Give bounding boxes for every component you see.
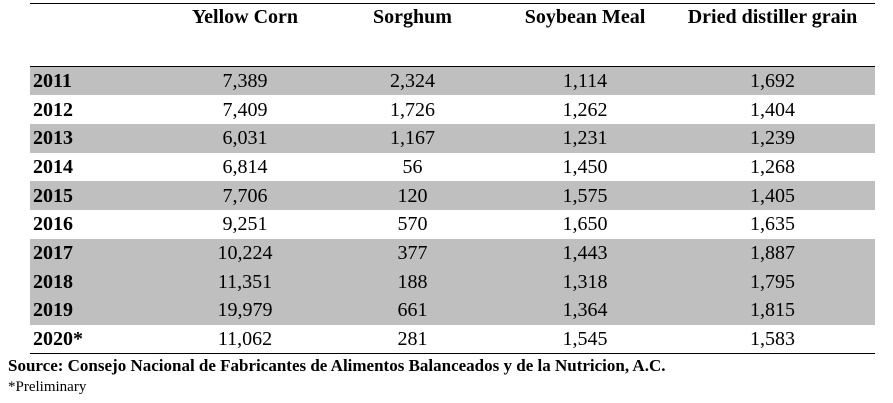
- table-body: 2011 7,389 2,324 1,114 1,692 2012 7,409 1,726 1,…: [30, 66, 875, 354]
- row-label: 2016: [33, 213, 73, 236]
- table-cell: 11,351: [217, 270, 273, 293]
- table-cell: 1,815: [750, 299, 795, 322]
- table-cell: 7,389: [222, 70, 268, 93]
- table-cell: 1,268: [750, 155, 795, 178]
- table-cell: 1,692: [750, 70, 795, 93]
- table-cell: 10,224: [217, 241, 273, 264]
- table-cell: 1,726: [390, 98, 435, 121]
- table-cell: 1,443: [562, 241, 608, 264]
- table-cell: 570: [397, 213, 428, 236]
- table-row: 2015 7,706 120 1,575 1,405: [30, 181, 875, 210]
- table-cell: 7,706: [222, 184, 268, 207]
- table-cell: 1,450: [562, 155, 608, 178]
- table-cell: 7,409: [222, 98, 268, 121]
- table-cell: 1,364: [562, 299, 608, 322]
- source-note: Source: Consejo Nacional de Fabricantes …: [8, 356, 666, 375]
- corner-cell: [30, 4, 165, 67]
- column-header: Soybean Meal: [524, 6, 646, 28]
- row-label: 2015: [33, 184, 73, 207]
- table-cell: 1,635: [750, 213, 795, 236]
- table-cell: 1,545: [562, 327, 608, 350]
- table-cell: 661: [397, 299, 428, 322]
- table-cell: 1,239: [750, 127, 795, 150]
- table-cell: 1,231: [562, 127, 608, 150]
- table-cell: 19,979: [217, 299, 273, 322]
- table-cell: 2,324: [390, 70, 435, 93]
- table-cell: 9,251: [222, 213, 268, 236]
- table-row: 2018 11,351 188 1,318 1,795: [30, 267, 875, 296]
- row-label: 2018: [33, 270, 73, 293]
- table-row: 2012 7,409 1,726 1,262 1,404: [30, 95, 875, 124]
- header-row: Yellow Corn Sorghum Soybean Meal Dried dist…: [30, 3, 875, 67]
- table-cell: 188: [397, 270, 428, 293]
- row-label: 2013: [33, 127, 73, 150]
- table-cell: 6,814: [222, 155, 268, 178]
- column-header: Dried distiller grain: [687, 6, 858, 28]
- table-row: 2016 9,251 570 1,650 1,635: [30, 210, 875, 239]
- table-cell: 56: [402, 155, 423, 178]
- footnote: *Preliminary: [8, 379, 87, 395]
- table-cell: 1,795: [750, 270, 795, 293]
- table-cell: 377: [397, 241, 428, 264]
- table-cell: 11,062: [217, 327, 273, 350]
- table-row: 2020* 11,062 281 1,545 1,583: [30, 325, 875, 354]
- table-row: 2011 7,389 2,324 1,114 1,692: [30, 66, 875, 96]
- table-cell: 1,404: [750, 98, 795, 121]
- data-table: Yellow Corn Sorghum Soybean Meal Dried dist…: [30, 3, 875, 354]
- row-label: 2020*: [33, 327, 83, 350]
- table-row: 2017 10,224 377 1,443 1,887: [30, 238, 875, 268]
- table-cell: 1,167: [390, 127, 435, 150]
- table-cell: 1,114: [562, 70, 608, 93]
- table-cell: 1,575: [562, 184, 608, 207]
- row-label: 2014: [33, 155, 73, 178]
- table-cell: 1,650: [562, 213, 608, 236]
- table-row: 2014 6,814 56 1,450 1,268: [30, 153, 875, 182]
- row-label: 2019: [33, 299, 73, 322]
- table-cell: 1,318: [562, 270, 608, 293]
- table-cell: 1,262: [562, 98, 608, 121]
- row-label: 2011: [33, 70, 72, 93]
- table-cell: 281: [397, 327, 428, 350]
- table-row: 2013 6,031 1,167 1,231 1,239: [30, 123, 875, 153]
- table-row: 2019 19,979 661 1,364 1,815: [30, 296, 875, 325]
- row-label: 2017: [33, 241, 73, 264]
- table-cell: 1,405: [750, 184, 795, 207]
- table-cell: 6,031: [222, 127, 268, 150]
- table-cell: 1,583: [750, 327, 795, 350]
- row-label: 2012: [33, 98, 73, 121]
- table-cell: 1,887: [750, 241, 795, 264]
- column-header: Sorghum: [373, 6, 452, 28]
- table-cell: 120: [397, 184, 428, 207]
- column-header: Yellow Corn: [191, 6, 299, 28]
